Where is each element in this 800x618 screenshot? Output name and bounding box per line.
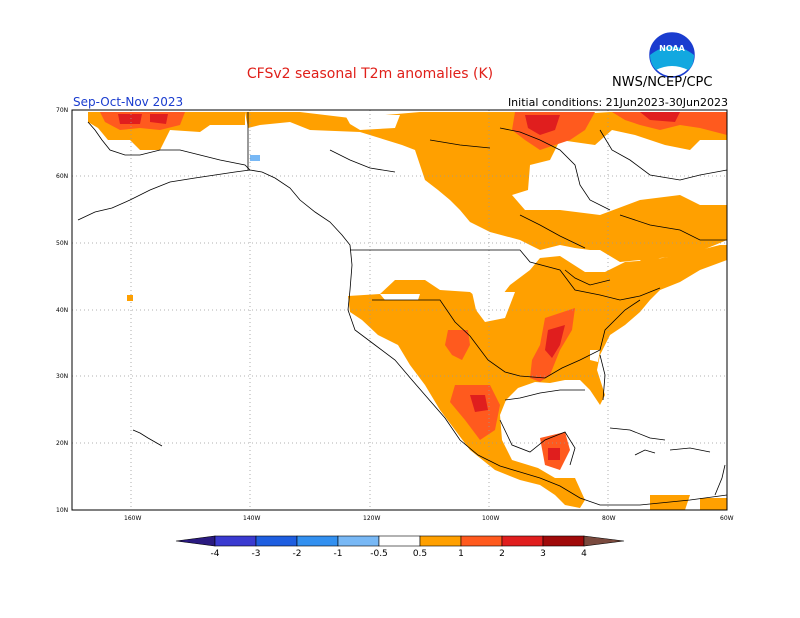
colorbar-arrow-high	[583, 535, 625, 547]
colorbar-label: 0.5	[413, 549, 427, 559]
lat-labels: 70N 60N 50N 40N 30N 20N 10N	[56, 107, 68, 514]
lon-label-100w: 100W	[482, 515, 499, 522]
colorbar-bin-neutral	[378, 535, 421, 547]
colorbar-bin-1	[460, 535, 503, 547]
colorbar-label: 4	[581, 549, 587, 559]
colorbar-bin--3	[255, 535, 298, 547]
colorbar-label: -4	[211, 549, 220, 559]
noaa-logo-text: NOAA	[659, 44, 685, 53]
colorbar-bin--4	[214, 535, 257, 547]
colorbar-label: -2	[293, 549, 302, 559]
colorbar-label: 3	[540, 549, 546, 559]
lat-label-20n: 20N	[56, 440, 68, 447]
coastlines	[77, 112, 727, 506]
grid-lines	[72, 110, 727, 510]
lat-label-10n: 10N	[56, 507, 68, 514]
colorbar: -4 -3 -2 -1 -0.5 0.5 1 2 3 4	[175, 535, 625, 559]
lon-label-60w: 60W	[720, 515, 734, 522]
lat-label-40n: 40N	[56, 307, 68, 314]
colorbar-bin--2	[296, 535, 339, 547]
lon-label-160w: 160W	[124, 515, 141, 522]
colorbar-bin-0-5	[419, 535, 462, 547]
lon-label-120w: 120W	[363, 515, 380, 522]
colorbar-bin--1	[337, 535, 380, 547]
colorbar-bin-3	[542, 535, 585, 547]
map-title: CFSv2 seasonal T2m anomalies (K)	[246, 66, 494, 82]
colorbar-label: -1	[334, 549, 343, 559]
anomaly-shading	[88, 112, 727, 510]
colorbar-arrow-low	[175, 535, 216, 547]
lat-label-60n: 60N	[56, 173, 68, 180]
colorbar-bin-2	[501, 535, 544, 547]
lat-label-30n: 30N	[56, 373, 68, 380]
colorbar-label: 1	[458, 549, 464, 559]
initial-conditions-label: Initial conditions: 21Jun2023-30Jun2023	[507, 96, 728, 109]
lon-label-80w: 80W	[602, 515, 616, 522]
colorbar-label: 2	[499, 549, 505, 559]
noaa-logo: NOAA	[649, 32, 695, 78]
lon-label-140w: 140W	[243, 515, 260, 522]
agency-label: NWS/NCEP/CPC	[612, 75, 713, 90]
lon-labels: 160W 140W 120W 100W 80W 60W	[124, 515, 734, 522]
colorbar-label: -0.5	[370, 549, 388, 559]
colorbar-label: -3	[252, 549, 261, 559]
lat-label-70n: 70N	[56, 107, 68, 114]
islands	[132, 429, 656, 456]
season-label: Sep-Oct-Nov 2023	[73, 95, 184, 109]
lat-label-50n: 50N	[56, 240, 68, 247]
map-frame	[71, 109, 728, 511]
